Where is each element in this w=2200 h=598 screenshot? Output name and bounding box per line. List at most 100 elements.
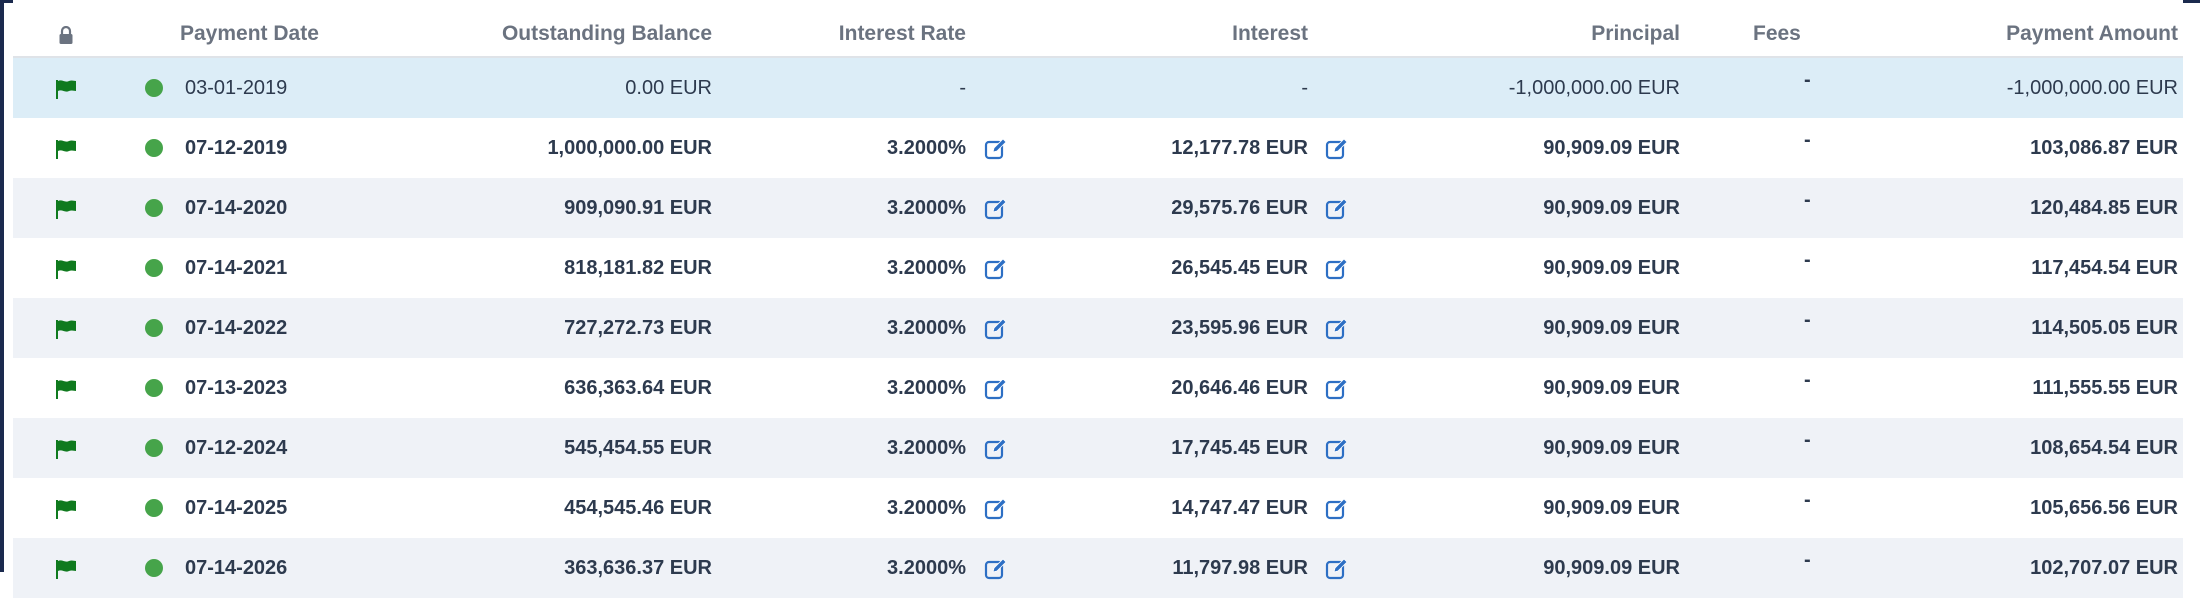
- status-dot-icon: [145, 319, 163, 337]
- interest: 12,177.78 EUR: [1171, 137, 1308, 159]
- interest: 14,747.47 EUR: [1171, 497, 1308, 519]
- fees: -: [1804, 549, 1811, 571]
- outstanding-balance: 0.00 EUR: [625, 77, 712, 99]
- fees: -: [1804, 189, 1811, 211]
- table-row[interactable]: 07-14-2025 454,545.46 EUR 3.2000% 14,747…: [13, 478, 2183, 538]
- outstanding-balance: 454,545.46 EUR: [564, 497, 712, 519]
- header-payment-date[interactable]: Payment Date: [180, 22, 319, 45]
- edit-icon[interactable]: [1325, 437, 1349, 461]
- payment-amount: 102,707.07 EUR: [2030, 557, 2178, 579]
- interest-rate: 3.2000%: [887, 557, 966, 579]
- edit-icon[interactable]: [1325, 557, 1349, 581]
- payment-amount: 114,505.05 EUR: [2031, 317, 2178, 339]
- edit-icon[interactable]: [984, 317, 1008, 341]
- interest: 26,545.45 EUR: [1171, 257, 1308, 279]
- edit-icon[interactable]: [1325, 497, 1349, 521]
- payment-date: 07-14-2021: [185, 257, 288, 279]
- table-row[interactable]: 07-14-2026 363,636.37 EUR 3.2000% 11,797…: [13, 538, 2183, 598]
- interest: 11,797.98 EUR: [1172, 557, 1308, 579]
- status-dot-icon: [145, 559, 163, 577]
- principal: 90,909.09 EUR: [1543, 437, 1680, 459]
- edit-icon[interactable]: [1325, 257, 1349, 281]
- outstanding-balance: 1,000,000.00 EUR: [547, 137, 712, 159]
- window-frame-left: [0, 0, 4, 572]
- flag-icon[interactable]: [54, 439, 78, 459]
- fees: -: [1804, 489, 1811, 511]
- payment-date: 07-13-2023: [185, 377, 288, 399]
- payment-schedule-table: Payment Date Outstanding Balance Interes…: [13, 0, 2183, 598]
- payment-amount: 108,654.54 EUR: [2030, 437, 2178, 459]
- payment-amount: 117,454.54 EUR: [2031, 257, 2178, 279]
- interest-rate: -: [959, 77, 966, 99]
- flag-icon[interactable]: [54, 79, 78, 99]
- table-row[interactable]: 07-13-2023 636,363.64 EUR 3.2000% 20,646…: [13, 358, 2183, 418]
- principal: 90,909.09 EUR: [1543, 377, 1680, 399]
- outstanding-balance: 545,454.55 EUR: [564, 437, 712, 459]
- edit-icon[interactable]: [984, 377, 1008, 401]
- interest: 17,745.45 EUR: [1171, 437, 1308, 459]
- edit-icon[interactable]: [984, 257, 1008, 281]
- principal: 90,909.09 EUR: [1543, 137, 1680, 159]
- outstanding-balance: 363,636.37 EUR: [564, 557, 712, 579]
- interest-rate: 3.2000%: [887, 437, 966, 459]
- payment-date: 07-12-2024: [185, 437, 288, 459]
- outstanding-balance: 909,090.91 EUR: [564, 197, 712, 219]
- status-dot-icon: [145, 379, 163, 397]
- flag-icon[interactable]: [54, 199, 78, 219]
- interest-rate: 3.2000%: [887, 257, 966, 279]
- interest-rate: 3.2000%: [887, 497, 966, 519]
- interest: -: [1301, 77, 1308, 99]
- edit-icon[interactable]: [1325, 377, 1349, 401]
- table-row[interactable]: 03-01-2019 0.00 EUR - - -1,000,000.00 EU…: [13, 58, 2183, 118]
- header-interest-rate[interactable]: Interest Rate: [838, 22, 966, 45]
- flag-icon[interactable]: [54, 559, 78, 579]
- interest-rate: 3.2000%: [887, 197, 966, 219]
- outstanding-balance: 818,181.82 EUR: [564, 257, 712, 279]
- payment-date: 07-14-2026: [185, 557, 288, 579]
- edit-icon[interactable]: [984, 197, 1008, 221]
- table-row[interactable]: 07-12-2024 545,454.55 EUR 3.2000% 17,745…: [13, 418, 2183, 478]
- table-header: Payment Date Outstanding Balance Interes…: [13, 0, 2183, 58]
- principal: 90,909.09 EUR: [1543, 197, 1680, 219]
- status-dot-icon: [145, 499, 163, 517]
- principal: 90,909.09 EUR: [1543, 317, 1680, 339]
- header-fees[interactable]: Fees: [1753, 22, 1801, 45]
- edit-icon[interactable]: [984, 137, 1008, 161]
- flag-icon[interactable]: [54, 139, 78, 159]
- fees: -: [1804, 369, 1811, 391]
- principal: -1,000,000.00 EUR: [1508, 77, 1680, 99]
- edit-icon[interactable]: [1325, 197, 1349, 221]
- flag-icon[interactable]: [54, 379, 78, 399]
- status-dot-icon: [145, 199, 163, 217]
- fees: -: [1804, 249, 1811, 271]
- fees: -: [1804, 309, 1811, 331]
- header-interest[interactable]: Interest: [1232, 22, 1308, 45]
- edit-icon[interactable]: [984, 437, 1008, 461]
- header-principal[interactable]: Principal: [1591, 22, 1680, 45]
- interest-rate: 3.2000%: [887, 377, 966, 399]
- payment-amount: 105,656.56 EUR: [2030, 497, 2178, 519]
- flag-icon[interactable]: [54, 319, 78, 339]
- payment-date: 03-01-2019: [185, 77, 288, 99]
- status-dot-icon: [145, 79, 163, 97]
- edit-icon[interactable]: [1325, 137, 1349, 161]
- table-row[interactable]: 07-14-2022 727,272.73 EUR 3.2000% 23,595…: [13, 298, 2183, 358]
- edit-icon[interactable]: [1325, 317, 1349, 341]
- header-payment-amount[interactable]: Payment Amount: [2006, 22, 2178, 45]
- payment-date: 07-14-2020: [185, 197, 288, 219]
- header-outstanding-balance[interactable]: Outstanding Balance: [501, 22, 712, 45]
- table-row[interactable]: 07-14-2020 909,090.91 EUR 3.2000% 29,575…: [13, 178, 2183, 238]
- flag-icon[interactable]: [54, 499, 78, 519]
- principal: 90,909.09 EUR: [1543, 257, 1680, 279]
- flag-icon[interactable]: [54, 259, 78, 279]
- interest-rate: 3.2000%: [887, 137, 966, 159]
- payment-amount: 120,484.85 EUR: [2030, 197, 2178, 219]
- lock-icon: [59, 26, 73, 44]
- edit-icon[interactable]: [984, 557, 1008, 581]
- table-row[interactable]: 07-12-2019 1,000,000.00 EUR 3.2000% 12,1…: [13, 118, 2183, 178]
- table-row[interactable]: 07-14-2021 818,181.82 EUR 3.2000% 26,545…: [13, 238, 2183, 298]
- fees: -: [1804, 69, 1811, 91]
- payment-amount: -1,000,000.00 EUR: [2006, 77, 2178, 99]
- status-dot-icon: [145, 139, 163, 157]
- edit-icon[interactable]: [984, 497, 1008, 521]
